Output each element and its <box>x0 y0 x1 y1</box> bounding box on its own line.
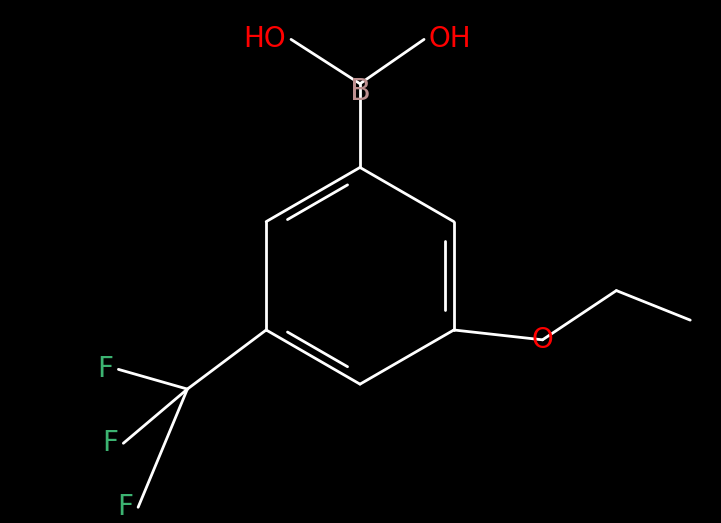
Text: B: B <box>350 77 371 106</box>
Text: OH: OH <box>429 26 472 53</box>
Text: O: O <box>531 326 554 354</box>
Text: F: F <box>97 356 113 383</box>
Text: F: F <box>102 429 118 457</box>
Text: F: F <box>118 493 133 521</box>
Text: HO: HO <box>244 26 286 53</box>
